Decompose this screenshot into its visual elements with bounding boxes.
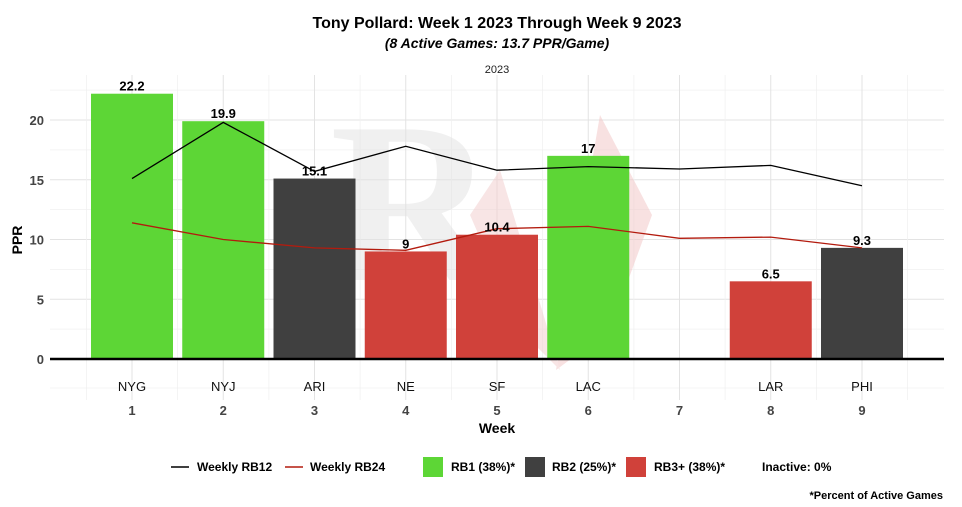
reference-lines xyxy=(131,121,863,251)
facet-label: 2023 xyxy=(485,64,509,76)
x-tick-label: 4 xyxy=(402,403,410,418)
y-axis-label: PPR xyxy=(9,226,25,255)
bar-week-4 xyxy=(364,251,447,359)
legend: Weekly RB12 Weekly RB24 RB1 (38%)* RB2 (… xyxy=(171,457,832,477)
x-tick-label: 9 xyxy=(858,403,865,418)
opponent-label: NYG xyxy=(118,379,146,394)
data-label-week-6: 17 xyxy=(581,141,595,156)
data-label-week-1: 22.2 xyxy=(119,79,144,94)
x-tick-label: 6 xyxy=(585,403,592,418)
opponent-label: NE xyxy=(397,379,415,394)
legend-rb2-label: RB2 (25%)* xyxy=(552,460,616,474)
line-weekly-rb12 xyxy=(131,121,863,187)
x-tick-label: 5 xyxy=(493,403,500,418)
data-label-week-3: 15.1 xyxy=(302,164,327,179)
legend-inactive-label: Inactive: 0% xyxy=(762,460,832,474)
data-label-week-4: 9 xyxy=(402,236,409,251)
legend-rb1-label: RB1 (38%)* xyxy=(451,460,515,474)
data-label-week-8: 6.5 xyxy=(762,266,780,281)
opponent-label: LAC xyxy=(576,379,601,394)
bar-week-6 xyxy=(547,155,630,359)
opponent-label: LAR xyxy=(758,379,783,394)
legend-rb2-swatch xyxy=(525,457,545,477)
legend-rb3-label: RB3+ (38%)* xyxy=(654,460,725,474)
x-tick-label: 2 xyxy=(220,403,227,418)
x-axis-ticks: 1 2 3 4 5 6 7 8 9 xyxy=(128,403,865,418)
y-tick-label: 10 xyxy=(30,233,44,248)
x-tick-label: 3 xyxy=(311,403,318,418)
legend-rb1-swatch xyxy=(423,457,443,477)
y-tick-label: 0 xyxy=(37,352,44,367)
opponent-label: SF xyxy=(489,379,506,394)
line-weekly-rb24 xyxy=(131,222,863,251)
x-tick-label: 1 xyxy=(128,403,135,418)
y-tick-label: 15 xyxy=(30,173,44,188)
opponent-label: NYJ xyxy=(211,379,236,394)
legend-rb12-label: Weekly RB12 xyxy=(197,460,272,474)
opponent-labels: NYG NYJ ARI NE SF LAC LAR PHI xyxy=(118,379,873,394)
x-tick-label: 8 xyxy=(767,403,774,418)
data-label-week-9: 9.3 xyxy=(853,233,871,248)
x-tick-label: 7 xyxy=(676,403,683,418)
bar-week-3 xyxy=(273,178,356,359)
y-axis-ticks: 0 5 10 15 20 xyxy=(30,113,44,367)
y-tick-label: 20 xyxy=(30,113,44,128)
y-tick-label: 5 xyxy=(37,292,44,307)
legend-rb3-swatch xyxy=(626,457,646,477)
legend-rb24-label: Weekly RB24 xyxy=(310,460,385,474)
chart-title: Tony Pollard: Week 1 2023 Through Week 9… xyxy=(312,15,681,32)
bar-week-1 xyxy=(91,93,173,360)
data-label-week-5: 10.4 xyxy=(484,220,510,235)
opponent-label: PHI xyxy=(851,379,873,394)
x-axis-label: Week xyxy=(479,420,516,436)
bar-week-5 xyxy=(456,234,538,359)
caption: *Percent of Active Games xyxy=(810,490,943,502)
data-label-week-2: 19.9 xyxy=(211,106,236,121)
opponent-label: ARI xyxy=(304,379,326,394)
chart-subtitle: (8 Active Games: 13.7 PPR/Game) xyxy=(385,35,610,51)
bar-week-8 xyxy=(729,281,812,359)
data-labels: 22.2 19.9 15.1 9 10.4 17 6.5 9.3 xyxy=(119,79,871,282)
bar-week-9 xyxy=(821,247,903,359)
